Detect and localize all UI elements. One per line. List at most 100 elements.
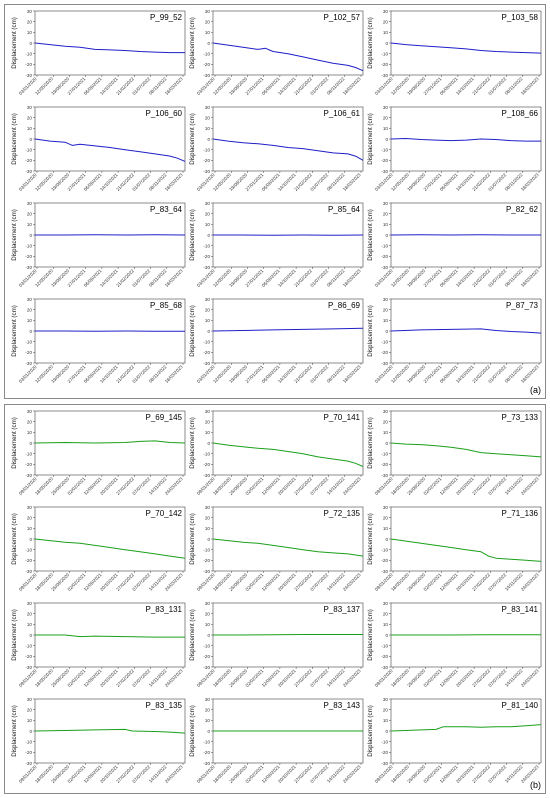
x-tick-label: 18/03/2023 [164,172,184,192]
y-axis-label: Displacement (cm) [11,113,18,165]
y-tick-label: 30 [205,297,211,302]
chart-title: P_102_57 [324,13,361,22]
y-tick-label: 10 [383,718,389,723]
series-line [212,327,364,332]
y-tick-label: 0 [29,233,32,238]
plot-area [34,506,186,572]
y-tick-label: 20 [205,307,211,312]
series-line [212,442,364,467]
chart-title: P_83_141 [502,605,539,614]
chart-p-103-58: 3020100-10-20-3003/01/202012/05/202019/0… [367,9,542,96]
y-axis-label: Displacement (cm) [367,113,374,165]
y-tick-label: 10 [27,430,33,435]
y-tick-label: -10 [25,339,32,344]
y-tick-label: 30 [27,297,33,302]
y-tick-label: 0 [385,41,388,46]
x-tick-label: 24/03/2023 [164,476,184,496]
y-tick-label: 30 [383,601,389,606]
chart-title: P_73_133 [502,413,539,422]
plot-area [390,298,542,364]
chart-p-83-64: 3020100-10-20-3003/01/202012/05/202019/0… [11,201,186,288]
y-tick-label: -20 [25,654,32,659]
plot-area [390,410,542,476]
chart-p-86-69: 3020100-10-20-3003/01/202012/05/202019/0… [189,297,364,384]
y-tick-label: 20 [27,419,33,424]
y-tick-label: -30 [25,665,32,670]
y-tick-label: -10 [381,739,388,744]
y-tick-label: -20 [203,654,210,659]
x-tick-label: 18/03/2023 [520,172,540,192]
y-tick-label: -10 [25,451,32,456]
chart-title: P_82_62 [506,205,539,214]
series-line [390,724,542,732]
y-tick-label: -30 [381,761,388,766]
chart-title: P_71_136 [502,509,539,518]
y-tick-label: -20 [25,462,32,467]
y-tick-label: 10 [205,430,211,435]
y-tick-label: 10 [383,318,389,323]
y-tick-label: 30 [205,105,211,110]
x-tick-label: 24/03/2023 [520,572,540,592]
chart-title: P_108_66 [502,109,539,118]
y-axis-label: Displacement (cm) [189,417,196,469]
chart-p-102-57: 3020100-10-20-3003/01/202012/05/202019/0… [189,9,364,96]
y-axis-label: Displacement (cm) [189,609,196,661]
y-tick-label: 20 [205,211,211,216]
chart-p-83-143: 3020100-10-20-3009/01/202018/05/202025/0… [189,697,364,784]
series-line [212,42,364,72]
y-tick-label: 0 [29,729,32,734]
chart-title: P_103_58 [502,13,539,22]
x-tick-label: 18/03/2023 [164,364,184,384]
y-axis-label: Displacement (cm) [11,705,18,757]
chart-title: P_86_69 [328,301,361,310]
series-line [213,634,363,636]
y-axis-label: Displacement (cm) [367,17,374,69]
x-tick-label: 18/03/2023 [342,172,362,192]
chart-p-72-135: 3020100-10-20-3009/01/202018/05/202025/0… [189,505,364,592]
y-tick-label: -20 [203,462,210,467]
panel-label-b: (b) [530,780,541,790]
chart-p-85-68: 3020100-10-20-3003/01/202012/05/202019/0… [11,297,186,384]
y-tick-label: 10 [383,526,389,531]
chart-title: P_72_135 [324,509,361,518]
y-tick-label: -10 [203,147,210,152]
y-tick-label: -20 [25,350,32,355]
y-tick-label: 20 [383,307,389,312]
y-tick-label: -20 [381,62,388,67]
y-tick-label: 10 [205,318,211,323]
y-tick-label: 0 [207,729,210,734]
plot-area [212,410,364,476]
x-tick-label: 24/03/2023 [342,572,362,592]
y-tick-label: -20 [203,254,210,259]
y-tick-label: 30 [27,601,33,606]
y-axis-label: Displacement (cm) [189,305,196,357]
y-axis-label: Displacement (cm) [189,17,196,69]
y-tick-label: -30 [203,761,210,766]
y-tick-label: -20 [25,254,32,259]
chart-p-73-133: 3020100-10-20-3009/01/202018/05/202025/0… [367,409,542,496]
series-line [390,328,542,334]
y-tick-label: 10 [205,622,211,627]
y-axis-label: Displacement (cm) [189,705,196,757]
y-tick-label: 20 [27,707,33,712]
x-tick-label: 24/03/2023 [164,764,184,784]
chart-p-83-131: 3020100-10-20-3009/01/202018/05/202025/0… [11,601,186,688]
y-tick-label: -10 [25,147,32,152]
y-tick-label: 20 [383,19,389,24]
y-tick-label: 10 [383,622,389,627]
chart-p-69-145: 3020100-10-20-3009/01/202018/05/202025/0… [11,409,186,496]
y-tick-label: 0 [207,537,210,542]
series-line [34,538,186,559]
x-tick-label: 18/03/2023 [520,364,540,384]
y-tick-label: -10 [381,451,388,456]
y-tick-label: 30 [27,201,33,206]
y-tick-label: 30 [27,505,33,510]
y-tick-label: 20 [205,611,211,616]
series-line [34,138,186,162]
y-tick-label: -10 [381,643,388,648]
series-line [390,138,541,142]
y-axis-label: Displacement (cm) [189,209,196,261]
y-tick-label: -10 [25,643,32,648]
y-tick-label: 0 [207,441,210,446]
y-tick-label: 0 [385,233,388,238]
